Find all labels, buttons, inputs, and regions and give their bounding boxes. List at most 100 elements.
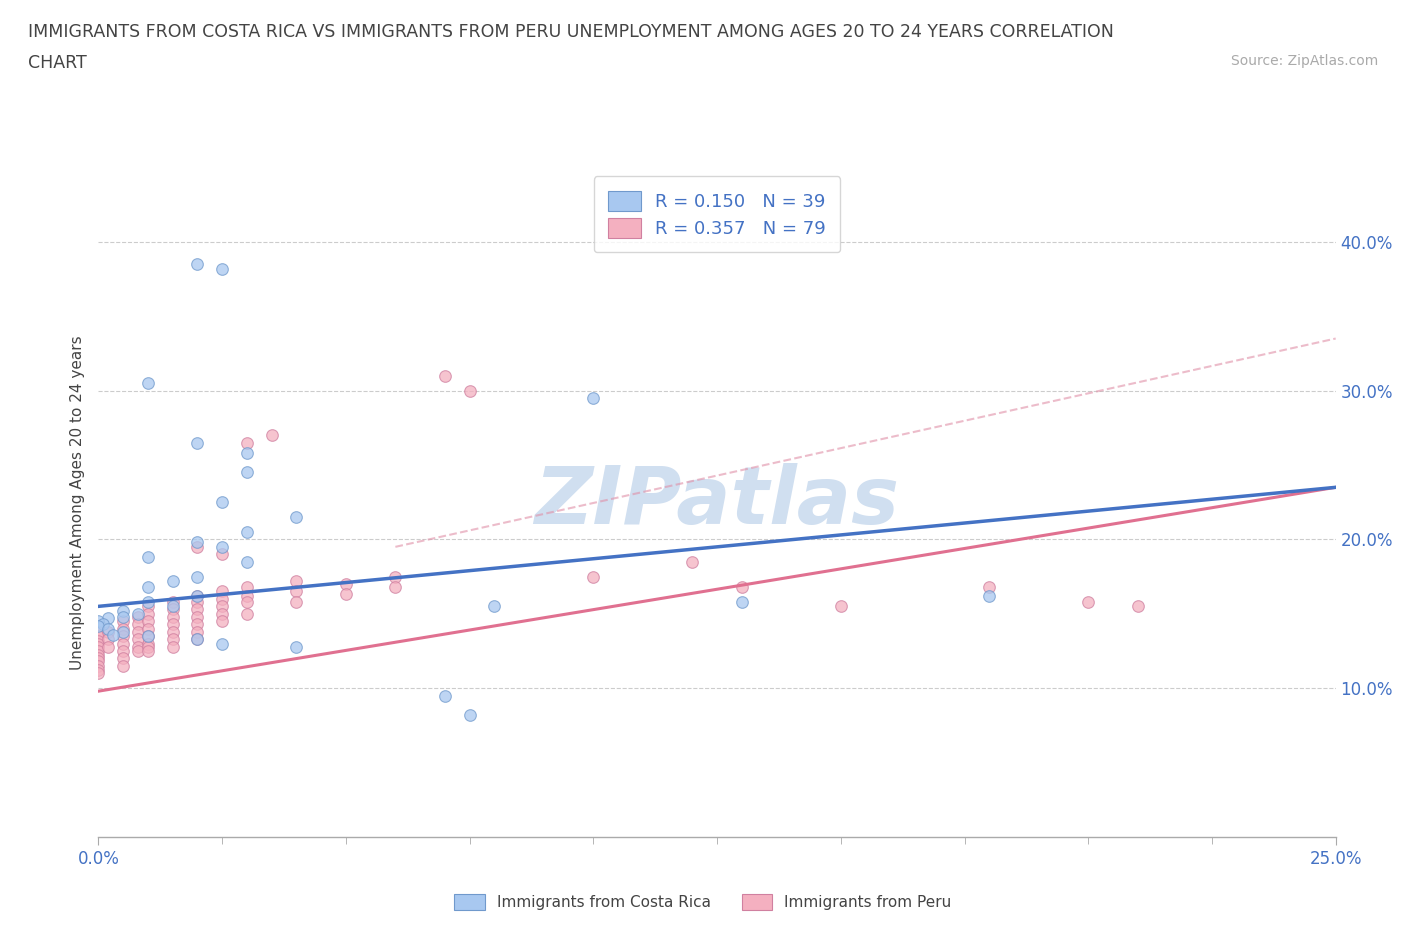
- Point: [136, 621, 159, 636]
- Point: [731, 594, 754, 609]
- Point: [979, 579, 1001, 594]
- Point: [285, 574, 308, 589]
- Point: [285, 594, 308, 609]
- Point: [162, 631, 184, 646]
- Point: [97, 611, 120, 626]
- Point: [136, 636, 159, 651]
- Point: [211, 599, 233, 614]
- Point: [582, 391, 605, 405]
- Point: [186, 539, 208, 554]
- Point: [127, 606, 149, 621]
- Point: [186, 624, 208, 639]
- Point: [186, 589, 208, 604]
- Point: [112, 644, 135, 658]
- Point: [136, 606, 159, 621]
- Point: [186, 435, 208, 450]
- Point: [136, 579, 159, 594]
- Point: [162, 609, 184, 624]
- Point: [186, 535, 208, 550]
- Point: [87, 633, 110, 648]
- Point: [87, 644, 110, 658]
- Point: [112, 621, 135, 636]
- Point: [162, 624, 184, 639]
- Point: [136, 614, 159, 629]
- Point: [285, 639, 308, 654]
- Point: [186, 569, 208, 584]
- Point: [979, 589, 1001, 604]
- Point: [162, 617, 184, 631]
- Point: [211, 539, 233, 554]
- Point: [186, 594, 208, 609]
- Point: [127, 631, 149, 646]
- Text: IMMIGRANTS FROM COSTA RICA VS IMMIGRANTS FROM PERU UNEMPLOYMENT AMONG AGES 20 TO: IMMIGRANTS FROM COSTA RICA VS IMMIGRANTS…: [28, 23, 1114, 41]
- Point: [211, 261, 233, 276]
- Point: [162, 599, 184, 614]
- Point: [97, 631, 120, 646]
- Point: [433, 688, 456, 703]
- Point: [186, 589, 208, 604]
- Point: [97, 639, 120, 654]
- Point: [285, 510, 308, 525]
- Point: [186, 617, 208, 631]
- Point: [236, 589, 259, 604]
- Point: [112, 658, 135, 673]
- Point: [335, 587, 357, 602]
- Text: CHART: CHART: [28, 54, 87, 72]
- Point: [211, 614, 233, 629]
- Point: [1077, 594, 1099, 609]
- Point: [87, 639, 110, 654]
- Point: [211, 547, 233, 562]
- Point: [97, 621, 120, 636]
- Point: [731, 579, 754, 594]
- Point: [236, 435, 259, 450]
- Point: [136, 594, 159, 609]
- Point: [236, 594, 259, 609]
- Point: [136, 550, 159, 565]
- Point: [162, 574, 184, 589]
- Point: [97, 624, 120, 639]
- Point: [112, 614, 135, 629]
- Point: [211, 606, 233, 621]
- Point: [186, 631, 208, 646]
- Point: [186, 609, 208, 624]
- Point: [136, 629, 159, 644]
- Point: [433, 368, 456, 383]
- Point: [112, 624, 135, 639]
- Point: [112, 636, 135, 651]
- Point: [162, 602, 184, 617]
- Text: ZIPatlas: ZIPatlas: [534, 463, 900, 541]
- Point: [136, 376, 159, 391]
- Point: [112, 651, 135, 666]
- Point: [112, 609, 135, 624]
- Point: [112, 604, 135, 618]
- Point: [236, 606, 259, 621]
- Point: [87, 618, 110, 633]
- Point: [87, 651, 110, 666]
- Point: [136, 629, 159, 644]
- Point: [211, 636, 233, 651]
- Point: [127, 644, 149, 658]
- Point: [260, 428, 283, 443]
- Point: [112, 629, 135, 644]
- Point: [830, 599, 852, 614]
- Point: [93, 617, 115, 631]
- Point: [484, 599, 506, 614]
- Y-axis label: Unemployment Among Ages 20 to 24 years: Unemployment Among Ages 20 to 24 years: [69, 335, 84, 670]
- Point: [211, 584, 233, 599]
- Point: [87, 636, 110, 651]
- Point: [186, 602, 208, 617]
- Point: [186, 631, 208, 646]
- Point: [236, 525, 259, 539]
- Point: [335, 577, 357, 591]
- Point: [127, 609, 149, 624]
- Point: [458, 383, 481, 398]
- Point: [384, 569, 406, 584]
- Point: [87, 654, 110, 669]
- Point: [87, 614, 110, 629]
- Point: [103, 627, 125, 642]
- Point: [384, 579, 406, 594]
- Point: [162, 594, 184, 609]
- Point: [136, 599, 159, 614]
- Text: Source: ZipAtlas.com: Source: ZipAtlas.com: [1230, 54, 1378, 68]
- Point: [127, 639, 149, 654]
